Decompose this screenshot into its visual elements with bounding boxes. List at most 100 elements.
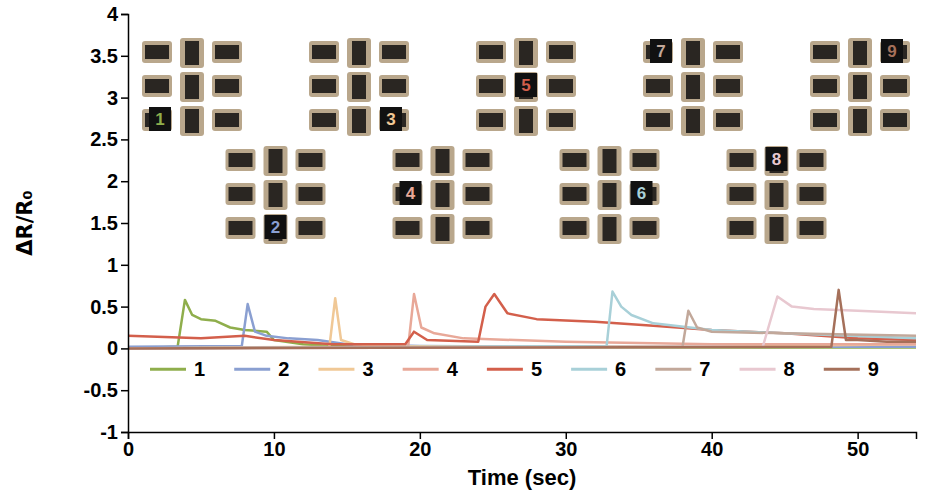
inset-label-box xyxy=(380,107,402,131)
inset-label: 7 xyxy=(656,42,665,61)
plot-lines xyxy=(128,290,916,349)
y-tick: 2 xyxy=(107,170,128,192)
sensor-frame xyxy=(765,180,789,210)
inset-label: 8 xyxy=(772,150,781,169)
sensor-body xyxy=(519,109,533,133)
sensor-frame xyxy=(797,217,827,239)
y-tick-mark xyxy=(121,97,128,99)
sensor-body xyxy=(730,153,754,167)
sensor-frame xyxy=(765,214,789,244)
x-tick-label: 20 xyxy=(409,438,431,460)
sensor-frame xyxy=(727,149,757,171)
sensor-frame xyxy=(546,75,576,97)
sensor-body xyxy=(563,187,587,201)
sensor-body xyxy=(229,187,253,201)
sensor-body xyxy=(686,41,700,65)
sensor-frame xyxy=(309,109,339,131)
legend-label: 6 xyxy=(615,358,626,380)
sensor-frame xyxy=(713,75,743,97)
sensor-frame xyxy=(713,41,743,63)
sensor-body xyxy=(185,109,199,133)
inset-label-box xyxy=(766,147,788,171)
sensor-frame xyxy=(797,183,827,205)
sensor-body xyxy=(549,79,573,93)
sensor-body xyxy=(633,221,657,235)
sensor-frame xyxy=(848,106,872,136)
legend-swatch xyxy=(150,368,186,371)
sensor-body xyxy=(716,79,740,93)
y-tick-mark xyxy=(121,181,128,183)
sensor-body xyxy=(800,153,824,167)
legend-label: 5 xyxy=(531,358,542,380)
sensor-body xyxy=(800,187,824,201)
sensor-frame xyxy=(212,109,242,131)
sensor-body xyxy=(479,79,503,93)
sensor-body xyxy=(352,109,366,133)
inset-label-box xyxy=(515,73,537,97)
legend-entry: 7 xyxy=(655,358,710,380)
sensor-body xyxy=(466,187,490,201)
y-tick: 1.5 xyxy=(90,212,128,234)
sensor-frame xyxy=(226,149,256,171)
legend-label: 1 xyxy=(194,358,205,380)
sensor-frame xyxy=(264,214,288,244)
y-tick-mark xyxy=(121,139,128,141)
y-tick: 0.5 xyxy=(90,296,128,318)
sensor-frame xyxy=(643,109,673,131)
sensor-frame xyxy=(347,38,371,68)
x-tick-label: 50 xyxy=(847,438,869,460)
y-tick-label: 4 xyxy=(107,3,119,25)
y-tick-label: 3 xyxy=(107,87,118,109)
sensor-body xyxy=(479,45,503,59)
y-tick-label: 3.5 xyxy=(90,45,118,67)
y-tick: 0 xyxy=(107,337,128,359)
y-tick: 2.5 xyxy=(90,128,128,150)
series-line xyxy=(128,294,916,344)
sensor-frame xyxy=(765,146,789,176)
sensor-body xyxy=(396,221,420,235)
sensor-frame xyxy=(142,41,172,63)
x-tick: 40 xyxy=(701,432,723,460)
sensor-frame xyxy=(212,41,242,63)
sensor-frame xyxy=(514,72,538,102)
y-tick: -0.5 xyxy=(84,379,128,401)
sensor-body xyxy=(563,153,587,167)
sensor-frame xyxy=(643,75,673,97)
sensor-body xyxy=(813,79,837,93)
sensor-body xyxy=(646,79,670,93)
sensor-frame xyxy=(180,106,204,136)
legend-swatch xyxy=(487,368,523,371)
sensor-frame xyxy=(476,109,506,131)
inset-label: 6 xyxy=(637,184,646,203)
y-tick-label: 1 xyxy=(107,254,118,276)
sensor-body xyxy=(185,41,199,65)
legend-entry: 3 xyxy=(318,358,373,380)
sensor-body xyxy=(396,153,420,167)
inset: 7 xyxy=(643,38,743,136)
y-tick-mark xyxy=(121,56,128,58)
sensor-body xyxy=(229,221,253,235)
sensor-frame xyxy=(296,183,326,205)
y-tick-label: 1.5 xyxy=(90,212,118,234)
sensor-body xyxy=(299,187,323,201)
y-tick-label: 0 xyxy=(107,337,118,359)
legend-entry: 5 xyxy=(487,358,542,380)
legend-entry: 9 xyxy=(824,358,879,380)
inset: 1 xyxy=(142,38,242,136)
sensor-body xyxy=(352,41,366,65)
legend-swatch xyxy=(655,368,691,371)
sensor-frame xyxy=(797,149,827,171)
sensor-body xyxy=(770,217,784,241)
inset-label: 9 xyxy=(887,42,896,61)
legend-entry: 6 xyxy=(571,358,626,380)
x-tick-label: 0 xyxy=(123,438,134,460)
inset-label-box xyxy=(149,107,171,131)
sensor-frame xyxy=(212,75,242,97)
sensor-body xyxy=(352,75,366,99)
sensor-frame xyxy=(848,72,872,102)
sensor-body xyxy=(436,217,450,241)
x-tick-label: 30 xyxy=(555,438,577,460)
y-tick-mark xyxy=(121,390,128,392)
legend-label: 4 xyxy=(447,358,459,380)
sensor-body xyxy=(549,45,573,59)
